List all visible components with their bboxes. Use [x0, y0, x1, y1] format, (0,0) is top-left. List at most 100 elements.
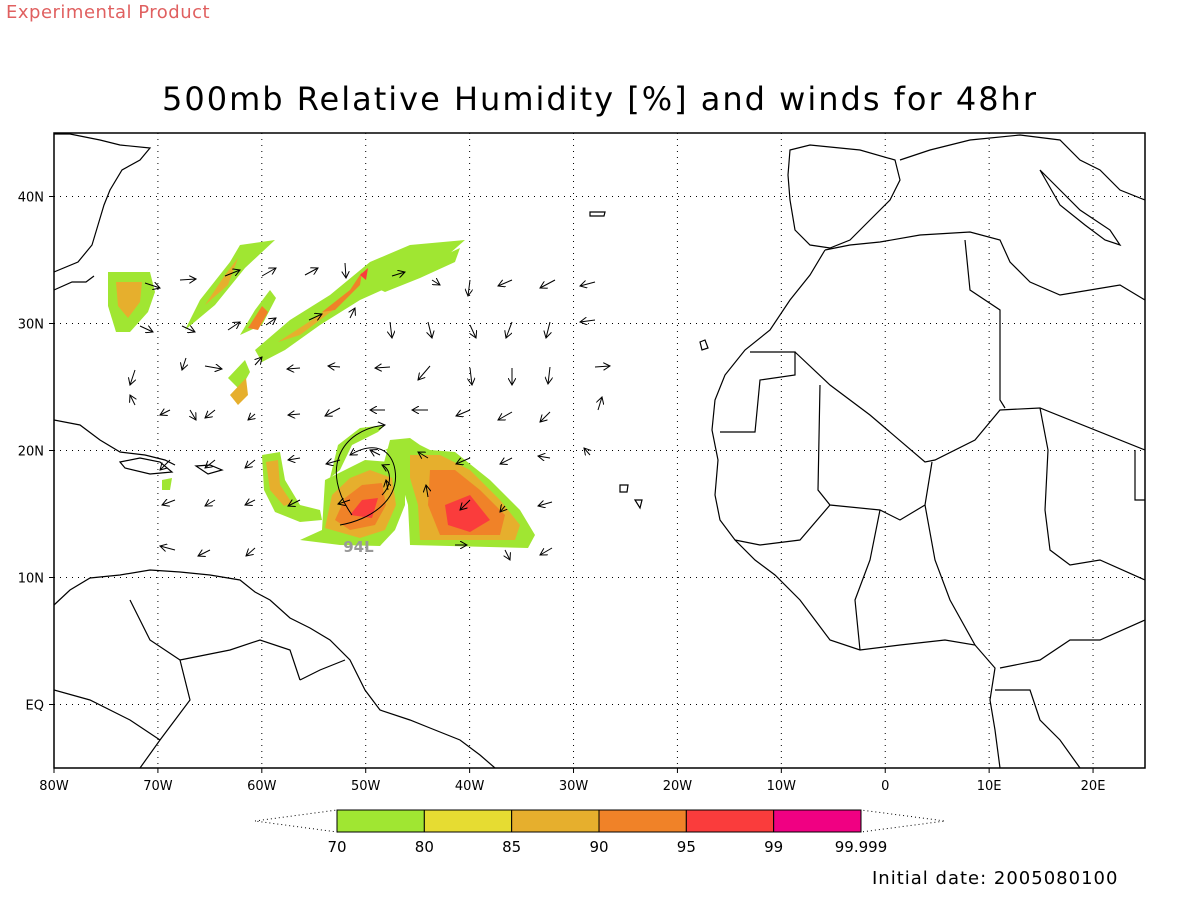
wind-arrow [468, 279, 470, 296]
wind-arrow [160, 410, 171, 415]
wind-arrow [288, 458, 301, 460]
border [299, 659, 346, 681]
border [794, 351, 1145, 463]
coastline [54, 569, 496, 768]
experimental-product-label: Experimental Product [6, 2, 211, 23]
humidity-shading [108, 240, 535, 548]
lat-tick-label: EQ [26, 699, 44, 714]
map-title: 500mb Relative Humidity [%] and winds fo… [162, 80, 1038, 118]
coastline [787, 144, 901, 249]
wind-arrow [255, 357, 262, 366]
coastline [194, 464, 224, 475]
rh-region [266, 460, 292, 506]
wind-arrow [500, 458, 513, 464]
legend-extension-left [254, 809, 338, 833]
wind-streamline [339, 447, 396, 526]
wind-arrow [246, 547, 256, 556]
coastline [824, 231, 1145, 301]
wind-arrow [205, 459, 216, 468]
lon-tick-label: 20E [1081, 779, 1106, 794]
wind-arrow [181, 326, 195, 332]
island [589, 211, 606, 217]
wind-arrow [391, 272, 405, 276]
wind-arrow [328, 366, 341, 367]
lon-tick-label: 80W [39, 779, 69, 794]
lon-tick-label: 50W [351, 779, 381, 794]
legend-label: 99 [764, 838, 783, 856]
wind-arrow [345, 262, 346, 278]
lon-tick-label: 10W [767, 779, 797, 794]
border [720, 351, 796, 433]
border [179, 639, 301, 681]
wind-arrow [139, 326, 153, 332]
lon-tick-label: 60W [247, 779, 277, 794]
wind-arrow [580, 320, 596, 322]
wind-arrow [248, 414, 255, 420]
wind-arrow [456, 457, 471, 464]
wind-arrow [308, 314, 322, 320]
lat-lon-grid [54, 133, 1145, 768]
border [924, 504, 976, 646]
border [999, 619, 1145, 669]
lat-tick-label: 20N [18, 445, 44, 460]
legend-label: 99.999 [835, 838, 888, 856]
wind-arrow [205, 409, 216, 418]
legend-swatch [511, 809, 600, 833]
wind-arrow [431, 280, 440, 285]
coastline [54, 133, 152, 273]
wind-arrow [538, 502, 553, 506]
legend-swatch [423, 809, 513, 833]
lon-tick-label: 70W [143, 779, 173, 794]
legend-label: 80 [415, 838, 434, 856]
border [964, 239, 1006, 409]
wind-arrow [130, 369, 135, 385]
wind-arrow [182, 357, 186, 370]
initial-date: Initial date: 2005080100 [872, 868, 1119, 889]
wind-arrow [418, 365, 431, 380]
wind-arrow [304, 268, 318, 276]
border [129, 599, 191, 768]
wind-arrow [598, 397, 602, 411]
wind-vectors [130, 262, 610, 560]
island [633, 499, 643, 510]
rh-region [228, 360, 250, 390]
wind-arrow [160, 459, 171, 470]
coastline [118, 457, 174, 475]
wind-arrow [426, 485, 428, 498]
wind-arrow [370, 450, 381, 455]
wind-arrow [540, 547, 553, 555]
wind-arrow [160, 546, 176, 550]
wind-arrow [470, 367, 472, 385]
wind-arrow [245, 500, 256, 505]
coastline [1039, 169, 1122, 247]
wind-arrow [548, 366, 550, 384]
lon-tick-label: 40W [455, 779, 485, 794]
wind-arrow [584, 448, 590, 455]
rh-region [248, 306, 268, 330]
lon-tick-label: 0 [881, 779, 889, 794]
wind-arrow [375, 367, 391, 368]
wind-streamline [382, 465, 390, 496]
legend-label: 85 [502, 838, 521, 856]
rh-region [185, 240, 275, 330]
wind-arrow [498, 411, 513, 420]
lat-tick-label: 30N [18, 318, 44, 333]
wind-arrow [245, 459, 256, 468]
axis-labels: 80W 70W 60W 50W 40W 30W 20W 10W 0 10E 20E 40N 30N 20N… [18, 191, 1106, 795]
wind-arrow [390, 321, 392, 338]
wind-arrow [144, 283, 160, 288]
wind-arrow [500, 506, 505, 512]
lon-tick-label: 20W [663, 779, 693, 794]
rh-region [445, 495, 490, 532]
wind-arrow [418, 452, 429, 458]
legend-label: 90 [589, 838, 608, 856]
legend-extension-right [860, 809, 946, 833]
coastline [54, 419, 176, 466]
legend-swatch [598, 809, 687, 833]
border [817, 384, 933, 521]
rh-region [360, 268, 368, 280]
storm-label-94l: 94L [343, 538, 374, 556]
wind-arrow [506, 321, 513, 338]
map-frame [53, 132, 1146, 769]
